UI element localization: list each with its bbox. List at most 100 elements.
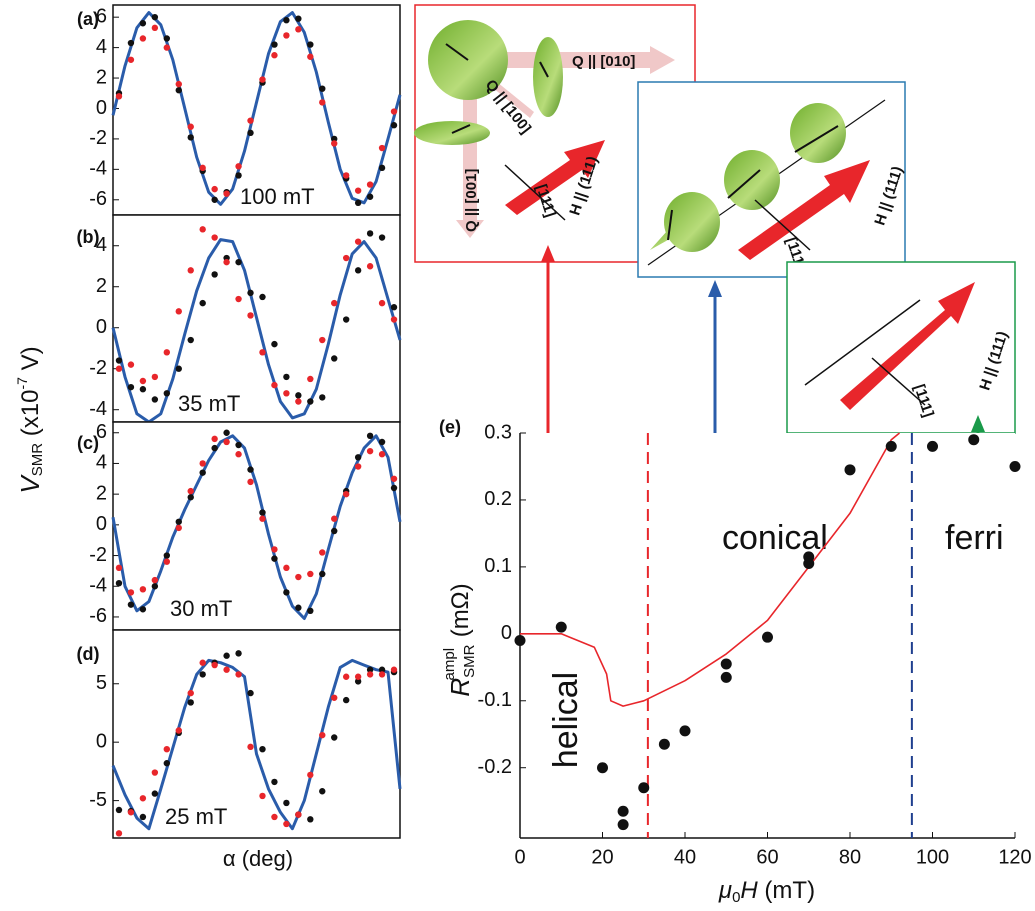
data-point	[247, 689, 254, 697]
data-point	[295, 604, 302, 611]
y-tick-label: 6	[96, 421, 107, 443]
data-point	[331, 515, 338, 522]
y-tick-label: 0.2	[484, 488, 512, 510]
data-point	[331, 527, 338, 535]
data-point	[175, 80, 182, 88]
region-label: conical	[722, 519, 828, 557]
data-point	[115, 564, 123, 572]
data-point	[115, 357, 123, 364]
data-point	[319, 394, 326, 401]
data-point	[390, 108, 398, 115]
y-tick-label: 4	[96, 234, 107, 256]
data-point	[199, 164, 206, 172]
data-point	[235, 451, 242, 458]
data-point	[175, 365, 182, 372]
data-point	[354, 187, 362, 194]
spin	[804, 299, 921, 386]
panel-frame	[112, 629, 401, 839]
data-point	[968, 434, 980, 446]
label-part: R	[445, 678, 475, 697]
pointer-head	[541, 245, 555, 262]
data-point	[187, 487, 194, 495]
data-point	[319, 85, 326, 92]
panel-label: (d)	[77, 644, 100, 664]
region-label: helical	[547, 672, 585, 768]
data-point	[307, 375, 314, 383]
data-point	[175, 308, 182, 315]
data-point	[163, 760, 171, 767]
panel-frame	[112, 421, 401, 631]
field-arrow	[840, 282, 975, 410]
data-point	[720, 658, 732, 670]
data-point	[175, 524, 182, 532]
data-point	[638, 782, 650, 794]
data-point	[307, 771, 314, 779]
x-tick-label: 60	[756, 846, 778, 868]
pointer-head	[708, 280, 722, 297]
data-point	[211, 435, 218, 443]
data-point	[331, 734, 338, 741]
data-point	[283, 32, 290, 39]
panel: -5 0 5 25 mT (d)	[77, 629, 402, 839]
data-point	[342, 172, 350, 179]
data-point	[271, 52, 278, 59]
label-part: μ	[718, 877, 732, 904]
data-point	[319, 549, 326, 556]
data-point	[378, 671, 386, 678]
data-point	[235, 650, 242, 657]
x-axis-label: μ0H (mT)	[718, 877, 815, 906]
data-point	[211, 196, 218, 203]
pointer-head	[971, 415, 985, 432]
fit-line	[111, 238, 402, 424]
data-point	[223, 429, 230, 436]
data-point	[342, 316, 350, 323]
data-point	[378, 234, 386, 241]
spin	[667, 209, 673, 241]
y-tick-label: -2	[89, 544, 107, 566]
label-part: SMR	[461, 644, 478, 678]
y-tick-label: -2	[89, 357, 107, 379]
label-part: -7	[14, 377, 30, 390]
data-point	[617, 805, 629, 817]
panel: -6 -4 -2 0 2 4 6 100 mT (a)	[77, 4, 402, 216]
data-point	[378, 438, 386, 446]
direction-arrow	[504, 164, 566, 221]
data-point	[844, 464, 856, 476]
data-point	[175, 727, 182, 734]
y-tick-label: 4	[96, 452, 107, 474]
spin	[794, 125, 839, 153]
data-point	[115, 830, 123, 837]
data-point	[187, 336, 194, 344]
data-point	[283, 820, 290, 828]
data-point	[354, 199, 362, 207]
data-point	[295, 398, 302, 405]
data-point	[211, 271, 218, 278]
x-axis-label: α (deg)	[223, 846, 293, 871]
x-tick-label: 100	[916, 846, 949, 868]
data-point	[307, 816, 314, 823]
direction-arrow	[871, 357, 926, 406]
data-point	[283, 589, 290, 596]
data-point	[163, 44, 171, 51]
data-point	[271, 340, 278, 348]
data-point	[139, 377, 147, 385]
data-point	[151, 24, 159, 32]
data-point	[247, 289, 254, 297]
x-tick-label: 120	[998, 846, 1031, 868]
data-point	[187, 689, 194, 697]
data-point	[307, 41, 314, 48]
data-point	[803, 558, 815, 570]
y-tick-label: 0.1	[484, 555, 512, 577]
data-point	[366, 181, 374, 188]
data-point	[223, 666, 230, 673]
direction-arrow	[754, 199, 811, 251]
spin	[451, 124, 471, 134]
panel-frame	[112, 4, 401, 216]
axis-arrow	[470, 46, 675, 74]
data-point	[378, 299, 386, 307]
data-point	[151, 373, 159, 381]
data-point	[223, 258, 230, 266]
data-point	[555, 621, 567, 633]
data-point	[223, 652, 230, 659]
